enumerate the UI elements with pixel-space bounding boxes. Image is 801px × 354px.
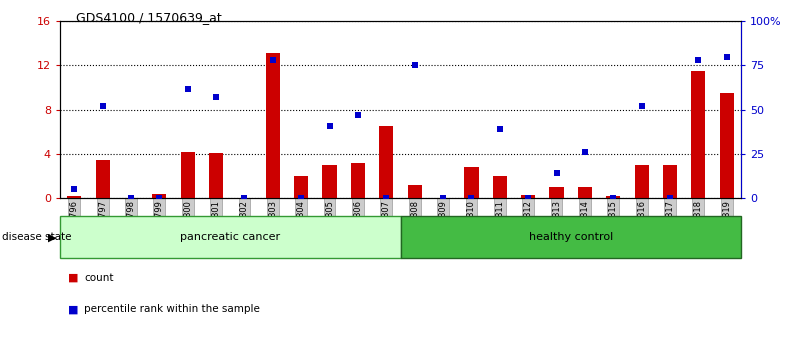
Point xyxy=(96,103,109,109)
Point xyxy=(578,149,591,155)
Point xyxy=(663,195,676,201)
Point xyxy=(607,195,620,201)
Point xyxy=(720,54,733,59)
Point xyxy=(692,57,705,63)
Point xyxy=(238,195,251,201)
Point xyxy=(352,112,364,118)
Bar xyxy=(578,187,592,198)
Text: percentile rank within the sample: percentile rank within the sample xyxy=(84,304,260,314)
Point xyxy=(295,195,308,201)
Bar xyxy=(152,194,167,198)
Text: disease state: disease state xyxy=(2,232,71,242)
Point xyxy=(267,57,280,63)
Bar xyxy=(323,165,336,198)
Point xyxy=(465,195,478,201)
Point xyxy=(125,195,138,201)
Point xyxy=(210,95,223,100)
Text: ■: ■ xyxy=(68,304,78,314)
Point xyxy=(68,187,81,192)
Text: ■: ■ xyxy=(68,273,78,282)
Point xyxy=(437,195,449,201)
Bar xyxy=(719,93,734,198)
Bar xyxy=(663,165,677,198)
Point xyxy=(153,195,166,201)
Text: healthy control: healthy control xyxy=(529,232,613,242)
Point xyxy=(181,86,194,91)
Bar xyxy=(465,167,478,198)
Bar xyxy=(181,152,195,198)
Bar xyxy=(379,126,393,198)
Point xyxy=(493,126,506,132)
Text: GDS4100 / 1570639_at: GDS4100 / 1570639_at xyxy=(76,11,222,24)
Bar xyxy=(209,153,223,198)
Bar xyxy=(95,160,110,198)
Bar xyxy=(400,216,741,258)
Bar xyxy=(549,187,564,198)
Bar xyxy=(408,185,422,198)
Bar xyxy=(521,195,535,198)
Point xyxy=(380,195,392,201)
Bar xyxy=(493,176,507,198)
Point xyxy=(550,171,563,176)
Bar xyxy=(266,53,280,198)
Text: pancreatic cancer: pancreatic cancer xyxy=(180,232,280,242)
Point xyxy=(521,195,534,201)
Bar xyxy=(691,71,706,198)
Point xyxy=(635,103,648,109)
Bar xyxy=(634,165,649,198)
Bar xyxy=(294,176,308,198)
Bar xyxy=(606,196,620,198)
Bar xyxy=(351,163,365,198)
Text: ▶: ▶ xyxy=(47,232,56,242)
Bar xyxy=(67,196,82,198)
Bar xyxy=(60,216,400,258)
Point xyxy=(323,123,336,129)
Point xyxy=(409,63,421,68)
Text: count: count xyxy=(84,273,114,282)
